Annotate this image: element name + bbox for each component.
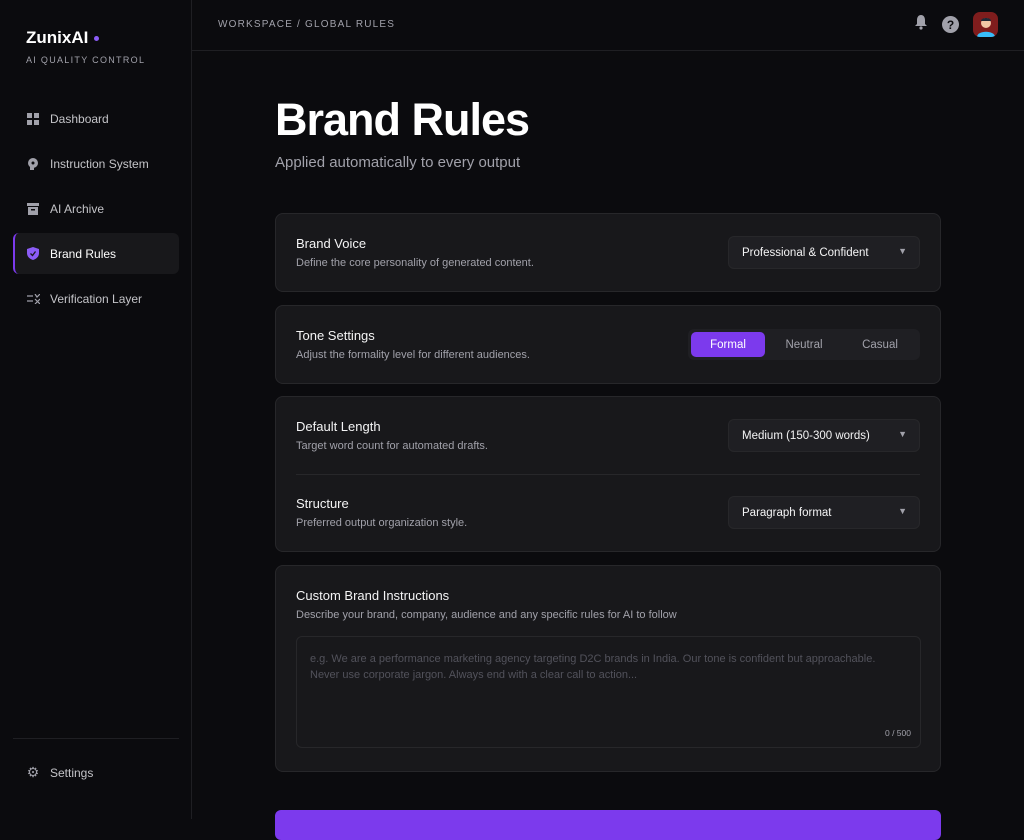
structure-select[interactable]: Paragraph format ▼: [728, 496, 920, 529]
sidebar-divider: [13, 738, 179, 739]
tagline: AI QUALITY CONTROL: [26, 55, 146, 65]
tone-desc: Adjust the formality level for different…: [296, 349, 530, 361]
tone-option-neutral[interactable]: Neutral: [785, 338, 823, 351]
custom-instructions-card: Custom Brand Instructions Describe your …: [275, 565, 941, 772]
divider: [296, 474, 920, 475]
grid-icon: [26, 112, 40, 126]
breadcrumb: WORKSPACE / GLOBAL RULES: [218, 19, 396, 30]
char-count: 0 / 500: [885, 728, 911, 738]
page-subtitle: Applied automatically to every output: [275, 154, 521, 171]
gear-icon: ⚙: [26, 764, 40, 780]
brand-voice-desc: Define the core personality of generated…: [296, 257, 534, 269]
help-icon[interactable]: ?: [942, 16, 959, 33]
sidebar: ZunixAI AI QUALITY CONTROL Dashboard Ins…: [0, 0, 192, 819]
logo-dot: [94, 36, 100, 42]
checklist-icon: [26, 292, 40, 306]
sidebar-item-brand-rules[interactable]: Brand Rules: [13, 233, 179, 274]
length-desc: Target word count for automated drafts.: [296, 440, 488, 452]
length-label: Default Length: [296, 419, 381, 434]
shield-check-icon: [26, 247, 40, 261]
tone-card: Tone Settings Adjust the formality level…: [275, 305, 941, 384]
custom-desc: Describe your brand, company, audience a…: [296, 609, 677, 621]
brand-voice-select[interactable]: Professional & Confident ▼: [728, 236, 920, 269]
page-title: Brand Rules: [275, 94, 530, 145]
sidebar-item-instruction-system[interactable]: Instruction System: [13, 143, 179, 184]
custom-instructions-textarea[interactable]: e.g. We are a performance marketing agen…: [296, 636, 921, 748]
avatar[interactable]: [973, 12, 998, 37]
chevron-down-icon: ▼: [898, 246, 907, 256]
sidebar-item-verification-layer[interactable]: Verification Layer: [13, 278, 179, 319]
sidebar-item-dashboard[interactable]: Dashboard: [13, 98, 179, 139]
textarea-placeholder: e.g. We are a performance marketing agen…: [310, 653, 876, 681]
structure-label: Structure: [296, 496, 349, 511]
chevron-down-icon: ▼: [898, 429, 907, 439]
tone-option-casual[interactable]: Casual: [862, 338, 898, 351]
custom-label: Custom Brand Instructions: [296, 588, 450, 603]
sidebar-item-settings[interactable]: ⚙ Settings: [26, 764, 94, 780]
brand-voice-card: Brand Voice Define the core personality …: [275, 213, 941, 292]
chevron-down-icon: ▼: [898, 506, 907, 516]
brain-icon: [26, 157, 40, 171]
top-bar: WORKSPACE / GLOBAL RULES ?: [192, 0, 1024, 51]
length-structure-card: Default Length Target word count for aut…: [275, 396, 941, 552]
logo: ZunixAI: [26, 28, 100, 48]
save-button[interactable]: [275, 810, 941, 840]
tone-option-formal[interactable]: Formal: [691, 332, 765, 357]
brand-voice-label: Brand Voice: [296, 236, 367, 251]
sidebar-item-ai-archive[interactable]: AI Archive: [13, 188, 179, 229]
tone-label: Tone Settings: [296, 328, 375, 343]
bell-icon[interactable]: [914, 14, 928, 35]
archive-icon: [26, 202, 40, 216]
length-select[interactable]: Medium (150-300 words) ▼: [728, 419, 920, 452]
structure-desc: Preferred output organization style.: [296, 517, 468, 529]
tone-segmented-control: Formal Neutral Casual: [688, 329, 920, 360]
